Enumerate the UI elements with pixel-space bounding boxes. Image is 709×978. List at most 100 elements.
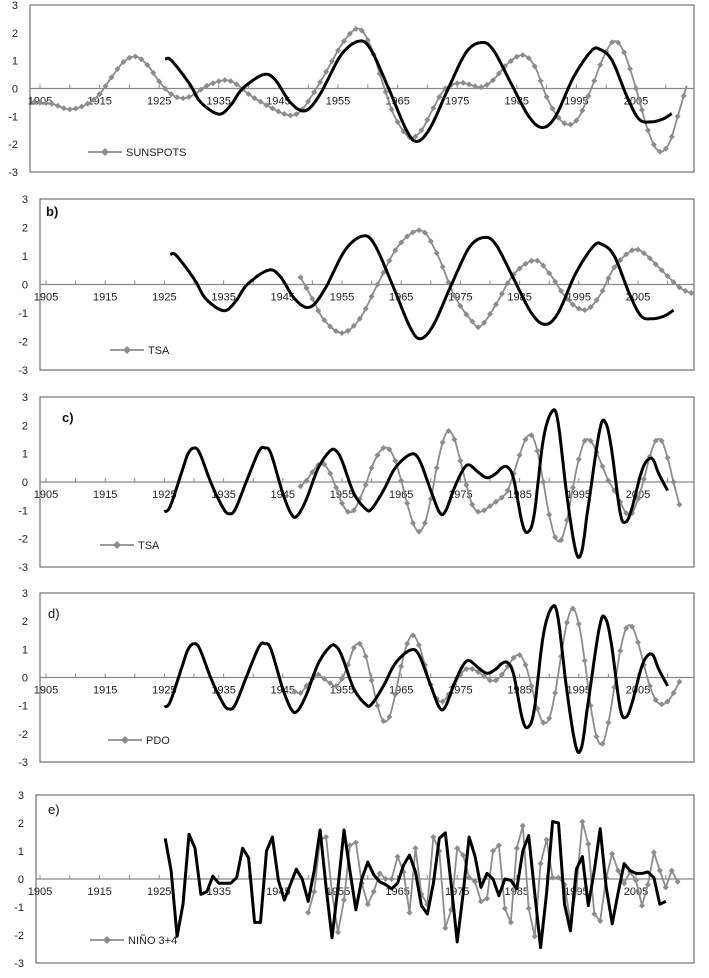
gray-data-point bbox=[335, 47, 341, 54]
x-tick-label: 1965 bbox=[389, 489, 413, 501]
gray-data-point bbox=[451, 436, 458, 443]
y-tick-label: 0 bbox=[22, 280, 28, 292]
gray-data-point bbox=[460, 79, 467, 86]
gray-data-point bbox=[180, 95, 187, 102]
gray-data-point bbox=[398, 663, 405, 670]
gray-data-point bbox=[168, 91, 175, 98]
y-tick-label: -3 bbox=[18, 365, 28, 377]
gray-data-point bbox=[352, 26, 359, 33]
gray-data-point bbox=[507, 57, 514, 64]
gray-data-point bbox=[531, 63, 538, 70]
y-tick-label: -3 bbox=[8, 167, 18, 179]
gray-data-point bbox=[227, 78, 234, 85]
gray-data-point bbox=[516, 265, 523, 272]
gray-data-point bbox=[605, 275, 612, 282]
gray-data-point bbox=[329, 890, 336, 896]
gray-data-point bbox=[404, 640, 411, 647]
gray-data-point bbox=[392, 691, 399, 698]
y-tick-label: -1 bbox=[14, 902, 24, 914]
gray-data-point bbox=[621, 880, 628, 887]
gray-data-point bbox=[433, 250, 440, 257]
gray-data-point bbox=[430, 834, 437, 840]
gray-data-point bbox=[537, 860, 544, 867]
gray-data-point bbox=[617, 257, 624, 264]
y-tick-label: -3 bbox=[18, 757, 28, 769]
gray-data-point bbox=[495, 70, 502, 77]
gray-data-point bbox=[293, 111, 300, 118]
gray-data-point bbox=[633, 877, 639, 884]
legend-label: TSA bbox=[148, 345, 170, 357]
gray-data-point bbox=[522, 436, 529, 443]
legend-diamond-icon bbox=[123, 346, 131, 354]
gray-data-point bbox=[245, 91, 252, 98]
gray-data-point bbox=[507, 919, 514, 926]
legend: PDO bbox=[108, 735, 170, 747]
y-tick-label: -2 bbox=[8, 139, 18, 151]
gray-data-point bbox=[534, 447, 541, 454]
gray-data-point bbox=[579, 818, 586, 825]
y-tick-label: -1 bbox=[18, 308, 28, 320]
gray-data-point bbox=[546, 715, 553, 722]
gray-data-point bbox=[543, 836, 550, 843]
gray-data-point bbox=[358, 27, 365, 34]
x-tick-label: 1915 bbox=[93, 292, 117, 304]
gray-data-point bbox=[682, 287, 689, 294]
gray-data-point bbox=[472, 878, 479, 885]
gray-data-point bbox=[489, 848, 496, 854]
y-tick-label: 0 bbox=[22, 673, 28, 685]
gray-series-markers bbox=[291, 605, 683, 747]
gray-data-point bbox=[522, 661, 529, 668]
gray-data-point bbox=[546, 511, 553, 518]
legend-diamond-icon bbox=[103, 936, 111, 944]
gray-data-point bbox=[504, 487, 511, 494]
gray-data-point bbox=[339, 500, 345, 507]
black-series-line bbox=[163, 408, 669, 559]
gray-data-point bbox=[340, 897, 347, 903]
gray-data-point bbox=[233, 81, 240, 88]
gray-data-point bbox=[652, 437, 659, 444]
gray-data-point bbox=[638, 107, 645, 114]
y-tick-label: 0 bbox=[12, 84, 18, 96]
gray-data-point bbox=[382, 876, 389, 882]
gray-data-point bbox=[344, 327, 351, 334]
legend-diamond-icon bbox=[113, 541, 121, 549]
gray-data-point bbox=[156, 78, 163, 85]
y-tick-label: -2 bbox=[18, 337, 28, 349]
gray-data-point bbox=[487, 677, 493, 684]
gray-data-point bbox=[635, 639, 641, 646]
gray-data-point bbox=[374, 281, 381, 288]
gray-data-point bbox=[72, 105, 79, 112]
gray-data-point bbox=[581, 437, 588, 444]
panel-label: d) bbox=[48, 606, 60, 621]
gray-data-point bbox=[563, 517, 570, 524]
gray-data-point bbox=[451, 292, 458, 299]
gray-data-point bbox=[374, 452, 381, 459]
gray-data-point bbox=[609, 850, 616, 857]
gray-data-point bbox=[656, 148, 663, 155]
y-tick-label: 1 bbox=[22, 644, 28, 656]
gray-data-point bbox=[263, 102, 270, 109]
gray-data-point bbox=[309, 295, 316, 302]
gray-data-point bbox=[513, 53, 520, 60]
gray-data-point bbox=[380, 718, 387, 725]
gray-data-point bbox=[646, 682, 653, 689]
gray-data-point bbox=[617, 647, 624, 654]
gray-data-point bbox=[463, 666, 470, 673]
gray-data-point bbox=[668, 867, 675, 874]
x-tick-label: 1965 bbox=[389, 292, 413, 304]
gray-data-point bbox=[138, 56, 145, 63]
gray-data-point bbox=[311, 89, 318, 96]
gray-data-point bbox=[650, 849, 657, 856]
gray-data-point bbox=[339, 675, 345, 682]
gray-data-point bbox=[670, 689, 677, 696]
gray-data-point bbox=[638, 902, 645, 909]
gray-data-point bbox=[475, 508, 482, 515]
gray-data-point bbox=[404, 500, 411, 507]
gray-data-point bbox=[132, 53, 139, 60]
gray-data-point bbox=[386, 446, 393, 453]
y-tick-label: -3 bbox=[18, 562, 28, 574]
gray-data-point bbox=[611, 264, 618, 271]
gray-data-point bbox=[688, 290, 695, 297]
gray-data-point bbox=[489, 77, 496, 84]
gray-data-point bbox=[567, 121, 574, 128]
